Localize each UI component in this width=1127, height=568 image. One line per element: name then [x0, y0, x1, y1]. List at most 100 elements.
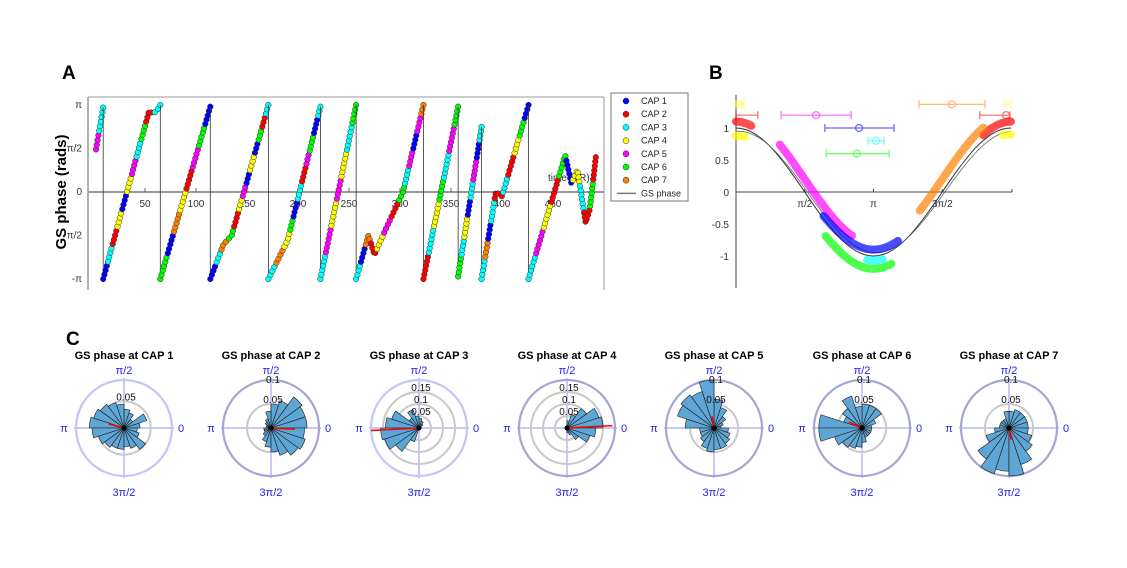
- angle-label-bottom: 3π/2: [260, 487, 283, 499]
- rose-bin: [1008, 427, 1029, 435]
- y-axis-label: GS phase (rads): [53, 134, 70, 249]
- outer-ring: [812, 378, 912, 478]
- angle-label-bottom: 3π/2: [556, 487, 579, 499]
- rose-bin: [1008, 427, 1033, 452]
- rose-bin: [410, 427, 420, 443]
- cap-4-phase-arc: [999, 130, 1015, 140]
- angle-label-left: π: [207, 423, 215, 435]
- radial-tick-label: 0.1: [857, 375, 871, 386]
- x-tick-label: π: [870, 199, 877, 210]
- angle-label-top: π/2: [1001, 365, 1018, 377]
- rose-title: GS phase at CAP 6: [813, 350, 912, 362]
- legend-entry: CAP 2: [641, 109, 667, 119]
- x-tick-label: 150: [239, 199, 256, 210]
- y-tick-label: π/2: [67, 231, 83, 242]
- mean-marker: [854, 123, 864, 133]
- cap-6-phase-arc: [821, 232, 896, 273]
- angle-label-bottom: 3π/2: [998, 487, 1021, 499]
- rose-plot-cap-2: GS phase at CAP 2 0.05 0.1π/2 3π/2 π 0: [207, 350, 331, 499]
- angle-label-left: π: [650, 423, 658, 435]
- rose-bin: [566, 408, 587, 429]
- rose-bin: [123, 427, 147, 451]
- angle-label-top: π/2: [559, 365, 576, 377]
- radial-tick-label: 0.05: [854, 395, 874, 406]
- cap-4-phase-arc: [732, 131, 749, 141]
- legend-marker: [622, 124, 630, 131]
- panel-b-mean-phase: 1 0.5 0 -0.5 -1 π/2 π 3π/2: [712, 95, 1015, 288]
- cap-2-mean-errorbar: [979, 111, 1011, 120]
- rose-bin: [98, 427, 125, 445]
- rose-bin: [395, 427, 420, 452]
- cap-2-phase-arc: [979, 117, 1015, 140]
- radial-tick-label: 0.05: [559, 407, 579, 418]
- cap-4-mean-errorbar: [734, 100, 745, 109]
- center-dot: [859, 425, 865, 431]
- rose-bin: [713, 427, 731, 439]
- radial-tick-label: 0.1: [266, 375, 280, 386]
- panel-label-b: B: [709, 63, 723, 84]
- x-tick-label: 100: [188, 199, 205, 210]
- center-dot: [416, 425, 422, 431]
- y-tick-label: 0.5: [715, 156, 729, 167]
- legend-entry: CAP 5: [641, 149, 667, 159]
- y-tick-label: 0: [76, 187, 82, 198]
- cap-5-phase-arc: [775, 140, 856, 240]
- legend-marker: [622, 163, 630, 171]
- angle-label-right: 0: [768, 423, 774, 435]
- legend-entry: CAP 7: [641, 175, 667, 185]
- panel-a-phase-timeseries: GS phase (rads) time (TR) 50100150200250…: [53, 96, 605, 290]
- rose-title: GS phase at CAP 3: [370, 350, 469, 362]
- rose-bin: [713, 427, 729, 433]
- legend-marker: [622, 176, 630, 184]
- rose-bin: [123, 427, 140, 438]
- center-dot: [121, 425, 127, 431]
- radial-tick-label: 0.1: [414, 395, 428, 406]
- rose-bin: [834, 427, 863, 446]
- y-tick-label: -0.5: [712, 220, 730, 231]
- outer-ring: [517, 378, 617, 478]
- angle-label-top: π/2: [263, 365, 280, 377]
- rose-title: GS phase at CAP 7: [960, 350, 1059, 362]
- angle-label-left: π: [798, 423, 806, 435]
- y-tick-label: π: [75, 100, 82, 111]
- rose-bin: [566, 407, 600, 429]
- radial-tick-label: 0.1: [709, 375, 723, 386]
- rose-bin: [270, 400, 289, 429]
- legend-marker: [622, 150, 630, 158]
- rose-plot-cap-6: GS phase at CAP 6 0.05 0.1π/2 3π/2 π 0: [798, 350, 922, 499]
- rose-title: GS phase at CAP 4: [518, 350, 618, 362]
- angle-label-left: π: [503, 423, 511, 435]
- cap-6-mean-errorbar: [825, 149, 890, 158]
- legend-entry: GS phase: [641, 188, 681, 198]
- rose-bin: [842, 427, 863, 448]
- angle-label-right: 0: [325, 423, 331, 435]
- rose-plot-cap-1: GS phase at CAP 1 0.05 π/2 3π/2 π 0: [60, 350, 184, 499]
- legend-entry: CAP 4: [641, 136, 667, 146]
- legend: CAP 1 CAP 2 CAP 3 CAP 4 CAP 5 CAP 6 CAP 7 GS ph…: [610, 92, 689, 202]
- rose-bin: [855, 427, 863, 448]
- cap-3-phase-arc: [863, 255, 887, 265]
- rose-bin: [713, 427, 730, 444]
- cap-3-mean-errorbar: [867, 136, 885, 145]
- legend-entry: CAP 6: [641, 162, 667, 172]
- angle-label-left: π: [60, 423, 68, 435]
- mean-marker: [852, 149, 861, 158]
- center-dot: [564, 425, 570, 431]
- y-tick-label: -1: [720, 252, 729, 263]
- rose-bin: [1008, 409, 1021, 429]
- angle-label-bottom: 3π/2: [851, 487, 874, 499]
- y-tick-label: -π: [72, 274, 82, 285]
- mean-vector: [108, 423, 125, 429]
- x-tick-label: 250: [341, 199, 358, 210]
- angle-label-top: π/2: [706, 365, 723, 377]
- radial-tick-label: 0.15: [559, 383, 579, 394]
- outer-ring: [221, 378, 321, 478]
- legend-entry: CAP 1: [641, 96, 667, 106]
- mean-marker: [1001, 111, 1011, 120]
- rose-bin: [980, 427, 1010, 475]
- cap-2-phase-arc: [732, 117, 756, 130]
- legend-marker: [622, 137, 630, 144]
- radial-tick-label: 0.15: [411, 383, 431, 394]
- angle-label-right: 0: [1063, 423, 1069, 435]
